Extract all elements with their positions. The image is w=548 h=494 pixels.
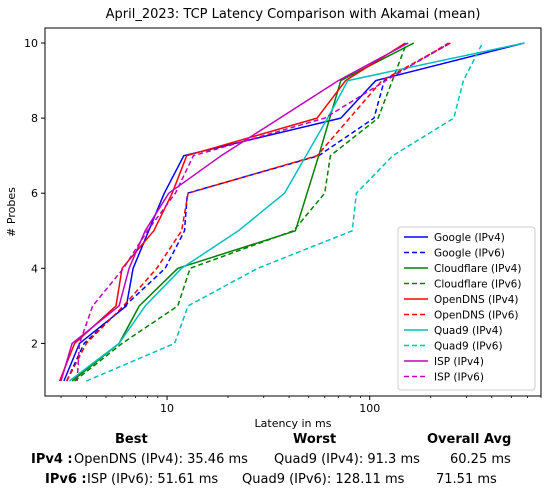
series-line	[58, 42, 406, 382]
series-line	[68, 42, 525, 382]
axis-ticks: 2 4 6 8 10 10 100	[24, 37, 542, 415]
y-tick-label: 10	[24, 37, 38, 50]
legend-entry: ISP (IPv4)	[434, 356, 484, 368]
legend-entry: OpenDNS (IPv4)	[434, 294, 519, 306]
series-line	[71, 42, 415, 382]
y-tick-label: 2	[31, 337, 38, 350]
row-label-ipv4: IPv4 :	[31, 452, 73, 467]
legend-entry: ISP (IPv6)	[434, 372, 484, 384]
ipv4-worst: Quad9 (IPv4): 91.3 ms	[274, 452, 420, 467]
legend-entry: Cloudflare (IPv6)	[434, 279, 521, 291]
ipv6-avg: 71.51 ms	[436, 472, 497, 487]
series-line	[74, 42, 408, 382]
series-line	[86, 42, 484, 382]
series-line	[66, 42, 451, 382]
header-overall-avg: Overall Avg	[427, 432, 512, 447]
summary-table: Best Worst Overall Avg IPv4 : OpenDNS (I…	[0, 430, 548, 494]
x-axis-label: Latency in ms	[255, 417, 332, 430]
legend-entry: Cloudflare (IPv4)	[434, 263, 521, 275]
series-line	[66, 42, 451, 382]
latency-chart: April_2023: TCP Latency Comparison with …	[5, 7, 542, 430]
series-line	[60, 42, 409, 382]
row-label-ipv6: IPv6 :	[45, 472, 87, 487]
y-axis-label: # Probes	[5, 187, 18, 237]
legend-entry: Quad9 (IPv4)	[434, 325, 503, 337]
legend-entry: OpenDNS (IPv6)	[434, 310, 519, 322]
y-tick-label: 4	[31, 262, 38, 275]
ipv4-best: OpenDNS (IPv4): 35.46 ms	[74, 452, 248, 467]
ipv6-worst: Quad9 (IPv6): 128.11 ms	[242, 472, 405, 487]
header-best: Best	[115, 432, 148, 447]
legend-entry: Quad9 (IPv6)	[434, 341, 503, 353]
legend-box	[397, 226, 536, 391]
x-tick-label: 100	[359, 402, 380, 415]
x-tick-label: 10	[160, 402, 174, 415]
legend-entry: Google (IPv6)	[434, 248, 505, 260]
series-lines	[58, 42, 525, 382]
y-tick-label: 6	[31, 187, 38, 200]
y-tick-label: 8	[31, 112, 38, 125]
ipv6-best: ISP (IPv6): 51.61 ms	[87, 472, 219, 487]
legend-entry: Google (IPv4)	[434, 232, 505, 244]
chart-title: April_2023: TCP Latency Comparison with …	[106, 7, 481, 22]
header-worst: Worst	[293, 432, 337, 447]
legend: Google (IPv4) Google (IPv6) Cloudflare (IP…	[397, 226, 536, 391]
plot-frame	[44, 27, 542, 397]
series-line	[76, 42, 449, 382]
ipv4-avg: 60.25 ms	[450, 452, 511, 467]
